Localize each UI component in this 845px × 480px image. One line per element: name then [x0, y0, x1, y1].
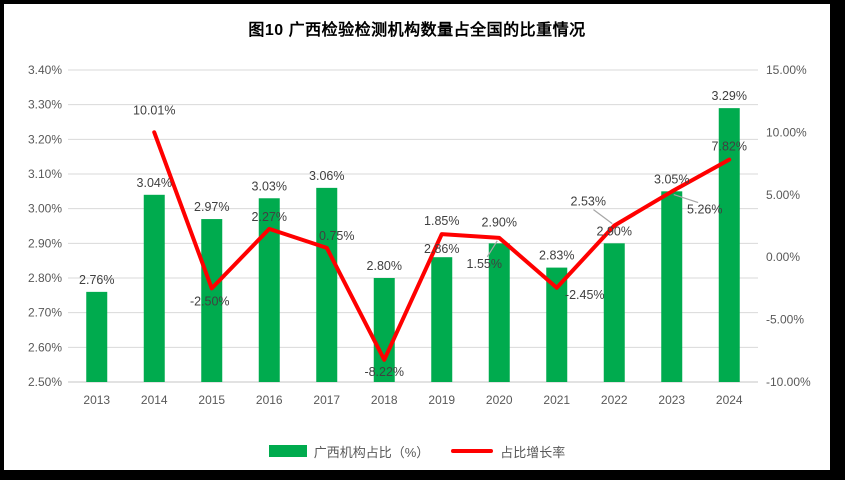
- bar: [546, 267, 568, 382]
- bar: [488, 243, 510, 382]
- chart-title: 图10 广西检验检测机构数量占全国的比重情况: [248, 22, 586, 39]
- bar-data-label: 2.86%: [424, 242, 459, 256]
- bar: [431, 257, 453, 382]
- line-data-label: -2.45%: [565, 288, 605, 302]
- label-leader-line: [593, 209, 613, 225]
- x-axis-year-label: 2023: [658, 393, 685, 407]
- bar: [316, 187, 338, 382]
- line-data-label: 2.27%: [252, 210, 287, 224]
- bar-data-label: 2.83%: [539, 249, 574, 263]
- left-axis-tick: 2.60%: [28, 340, 62, 354]
- line-data-label: 10.01%: [133, 103, 175, 117]
- left-axis-tick: 2.80%: [28, 271, 62, 285]
- right-axis-tick: -5.00%: [766, 313, 804, 327]
- bar-data-label: 2.76%: [79, 273, 114, 287]
- x-axis-year-label: 2013: [83, 393, 110, 407]
- right-axis-tick: 5.00%: [766, 188, 800, 202]
- label-leader-line: [673, 193, 699, 204]
- left-axis-tick: 3.40%: [28, 63, 62, 77]
- right-axis-tick: -10.00%: [766, 375, 811, 389]
- bar: [86, 291, 108, 382]
- line-series-legend-label: 占比增长率: [500, 444, 566, 460]
- bar-data-label: 3.06%: [309, 169, 344, 183]
- bar: [143, 194, 165, 382]
- growth-rate-line: [152, 130, 732, 362]
- combo-chart-plot: 3.40% 3.30% 3.20% 3.10% 3.00% 2.90% 2.80% 2.70%…: [28, 63, 811, 407]
- left-axis-tick: 3.30%: [28, 98, 62, 112]
- right-axis-tick: 0.00%: [766, 250, 800, 264]
- line-data-label: -2.50%: [190, 294, 230, 308]
- bar-data-label: 2.80%: [367, 259, 402, 273]
- bar: [258, 198, 280, 382]
- right-axis-tick: 10.00%: [766, 125, 807, 139]
- bar: [603, 243, 625, 382]
- bar: [201, 219, 223, 382]
- x-axis-year-label: 2019: [428, 393, 455, 407]
- left-axis-tick: 2.70%: [28, 306, 62, 320]
- line-data-label: 7.82%: [712, 140, 747, 154]
- x-axis-year-label: 2014: [141, 393, 168, 407]
- left-axis-tick: 2.90%: [28, 236, 62, 250]
- line-data-label: 1.55%: [467, 257, 502, 271]
- legend-item-line-series: 占比增长率: [451, 442, 565, 461]
- right-axis-tick: 15.00%: [766, 63, 807, 77]
- bar-data-label: 2.97%: [194, 200, 229, 214]
- bar-data-label: 2.90%: [597, 224, 632, 238]
- line-data-label: -8.22%: [364, 365, 404, 379]
- bar-data-label: 3.03%: [252, 179, 287, 193]
- x-axis-year-label: 2024: [716, 393, 743, 407]
- legend-item-bar-series: 广西机构占比（%）: [268, 442, 430, 461]
- label-leader-line: [486, 240, 498, 258]
- bar-data-label: 3.05%: [654, 172, 689, 186]
- bar: [718, 108, 740, 382]
- bar-data-label: 3.04%: [137, 176, 172, 190]
- chart-legend: 广西机构占比（%） 占比增长率: [4, 442, 830, 460]
- line-data-label: 0.75%: [319, 229, 354, 243]
- left-axis-tick: 3.20%: [28, 132, 62, 146]
- bar-series-legend-label: 广西机构占比（%）: [313, 444, 430, 460]
- x-axis-year-label: 2016: [256, 393, 283, 407]
- x-axis-year-label: 2018: [371, 393, 398, 407]
- bar: [661, 191, 683, 382]
- line-data-label: 2.53%: [571, 195, 606, 209]
- bar: [373, 278, 395, 382]
- x-axis-year-label: 2015: [198, 393, 225, 407]
- bar-series-swatch-icon: [268, 445, 307, 457]
- x-axis-year-label: 2017: [313, 393, 340, 407]
- bar-data-label: 2.90%: [482, 215, 517, 229]
- left-axis-tick: 3.00%: [28, 202, 62, 216]
- x-axis-year-label: 2022: [601, 393, 628, 407]
- line-series-swatch-icon: [451, 449, 494, 453]
- line-data-label: 5.26%: [687, 203, 722, 217]
- left-axis-tick: 2.50%: [28, 375, 62, 389]
- left-axis-tick: 3.10%: [28, 167, 62, 181]
- bar-data-label: 3.29%: [712, 89, 747, 103]
- line-data-label: 1.85%: [424, 214, 459, 228]
- x-axis-year-label: 2020: [486, 393, 513, 407]
- x-axis-year-label: 2021: [543, 393, 570, 407]
